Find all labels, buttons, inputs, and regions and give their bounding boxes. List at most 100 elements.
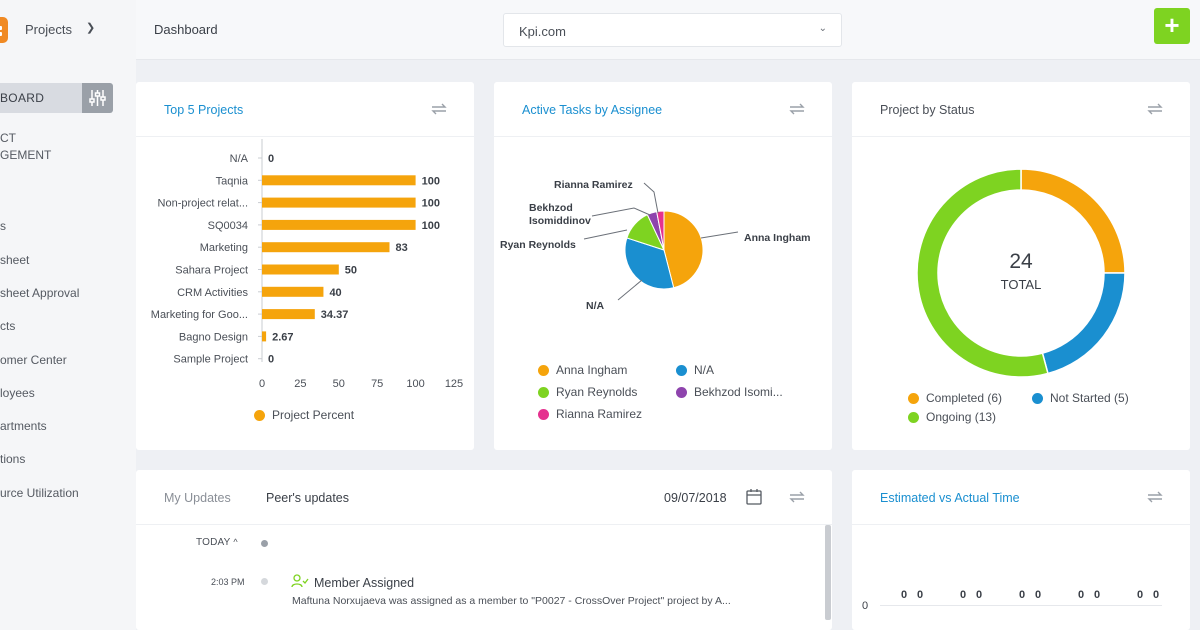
sidebar-item-timesheet[interactable]: sheet	[0, 253, 30, 267]
sidebar-item-customer-center[interactable]: omer Center	[0, 353, 67, 367]
legend-dot	[676, 387, 687, 399]
bar	[262, 331, 267, 342]
refresh-icon[interactable]	[788, 488, 806, 506]
sidebar-item-positions[interactable]: tions	[0, 452, 26, 466]
category-label: CRM Activities	[177, 287, 248, 299]
legend-item[interactable]: Ryan Reynolds	[538, 385, 637, 399]
app-logo[interactable]	[0, 17, 8, 43]
card-header: Estimated vs Actual Time	[852, 470, 1190, 525]
timeline-dot	[261, 540, 268, 547]
legend-item-project-percent[interactable]: Project Percent	[254, 408, 354, 422]
data-label: 50	[345, 265, 357, 277]
legend-item[interactable]: N/A	[676, 363, 714, 377]
pie-slice	[663, 210, 704, 289]
legend-item[interactable]: Not Started (5)	[1032, 391, 1129, 405]
refresh-icon[interactable]	[1146, 100, 1164, 118]
category-label: Marketing	[200, 242, 248, 254]
update-title: Member Assigned	[314, 576, 415, 590]
donut-center-label: TOTAL	[1001, 277, 1042, 292]
top5-projects-card: Top 5 Projects N/A 0 Taqnia 100 Non-project …	[136, 82, 474, 450]
sidebar-item-project-management[interactable]: CT	[0, 131, 16, 145]
sidebar-item-dashboard-label[interactable]: BOARD	[0, 91, 45, 105]
sidebar: Projects ❯ BOARD CT GEMENT s sheet sheet…	[0, 0, 136, 630]
legend-label: Not Started (5)	[1050, 391, 1129, 405]
refresh-icon[interactable]	[1146, 488, 1164, 506]
bar-value-label: 0	[901, 589, 908, 601]
bar	[262, 264, 339, 275]
legend-item[interactable]: Rianna Ramirez	[538, 407, 642, 421]
project-status-card: Project by Status 24 TOTAL Completed (6) N…	[852, 82, 1190, 450]
donut-slice	[1020, 168, 1126, 274]
date-field[interactable]: 09/07/2018	[664, 491, 727, 505]
refresh-icon[interactable]	[430, 100, 448, 118]
sidebar-item-resource-utilization[interactable]: urce Utilization	[0, 486, 79, 500]
bar	[262, 309, 315, 320]
legend-item[interactable]: Anna Ingham	[538, 363, 627, 377]
legend-label: Completed (6)	[926, 391, 1003, 405]
refresh-icon[interactable]	[788, 100, 806, 118]
slice-label: Bekhzod	[529, 202, 573, 214]
baseline	[880, 605, 1162, 606]
bar	[262, 242, 390, 253]
company-select[interactable]: Kpi.com ⌄	[503, 13, 842, 47]
calendar-icon[interactable]	[746, 488, 762, 506]
data-label: 2.67	[272, 331, 293, 343]
bar	[262, 219, 416, 230]
bar	[262, 197, 416, 208]
scrollbar[interactable]	[825, 525, 831, 620]
card-header: Active Tasks by Assignee	[494, 82, 832, 137]
data-label: 100	[422, 175, 440, 187]
x-tick-label: 75	[371, 378, 383, 390]
company-select-value: Kpi.com	[519, 24, 566, 39]
x-tick-label: 0	[259, 378, 265, 390]
add-button[interactable]: +	[1154, 8, 1190, 44]
bar-value-label: 0	[1035, 589, 1042, 601]
card-header: Project by Status	[852, 82, 1190, 137]
data-label: 40	[329, 287, 341, 299]
bar-value-label: 0	[1078, 589, 1085, 601]
sidebar-item-tasks[interactable]: s	[0, 219, 6, 233]
bar	[262, 175, 416, 186]
leader-line	[643, 182, 659, 214]
tab-my-updates[interactable]: My Updates	[164, 491, 231, 505]
filter-settings-button[interactable]	[82, 83, 113, 113]
sidebar-item-timesheet-approval[interactable]: sheet Approval	[0, 286, 80, 300]
legend-item[interactable]: Ongoing (13)	[908, 410, 996, 424]
chevron-down-icon[interactable]: ❯	[86, 22, 96, 34]
legend-dot	[1032, 393, 1043, 405]
category-label: Marketing for Goo...	[151, 309, 248, 321]
category-label: N/A	[230, 153, 249, 165]
x-tick-label: 100	[406, 378, 424, 390]
update-time: 2:03 PM	[211, 577, 245, 587]
bar	[262, 286, 324, 297]
legend-label: Anna Ingham	[556, 363, 628, 377]
legend-item[interactable]: Bekhzod Isomi...	[676, 385, 783, 399]
top-bar: Dashboard Kpi.com ⌄ +	[136, 0, 1200, 60]
sidebar-item-employees[interactable]: loyees	[0, 386, 35, 400]
tab-peers-updates[interactable]: Peer's updates	[266, 491, 349, 505]
top5-bar-chart: N/A 0 Taqnia 100 Non-project relat... 100 SQ00…	[151, 139, 463, 390]
sidebar-item-dashboard[interactable]	[0, 83, 82, 113]
sidebar-item-project-management-2[interactable]: GEMENT	[0, 148, 52, 162]
projects-menu-label[interactable]: Projects	[25, 22, 72, 37]
legend-dot	[908, 393, 919, 405]
legend-label: Ryan Reynolds	[556, 385, 638, 399]
legend-dot	[538, 387, 549, 399]
bar-value-label: 0	[1094, 589, 1101, 601]
legend-dot	[538, 409, 549, 421]
sliders-icon	[89, 90, 106, 106]
chevron-down-icon: ⌄	[818, 23, 827, 34]
legend-label: N/A	[694, 363, 715, 377]
sidebar-item-contacts[interactable]: cts	[0, 319, 16, 333]
sidebar-item-departments[interactable]: artments	[0, 419, 47, 433]
data-label: 34.37	[321, 309, 349, 321]
today-label[interactable]: TODAY ^	[196, 537, 238, 548]
legend-dot	[676, 365, 687, 377]
status-donut-chart: 24 TOTAL	[916, 168, 1126, 378]
data-label: 100	[422, 198, 440, 210]
bar-value-label: 0	[917, 589, 924, 601]
legend-item[interactable]: Completed (6)	[908, 391, 1002, 405]
legend-label: Ongoing (13)	[926, 410, 997, 424]
slice-label: Isomiddinov	[529, 215, 591, 227]
data-label: 0	[268, 153, 274, 165]
